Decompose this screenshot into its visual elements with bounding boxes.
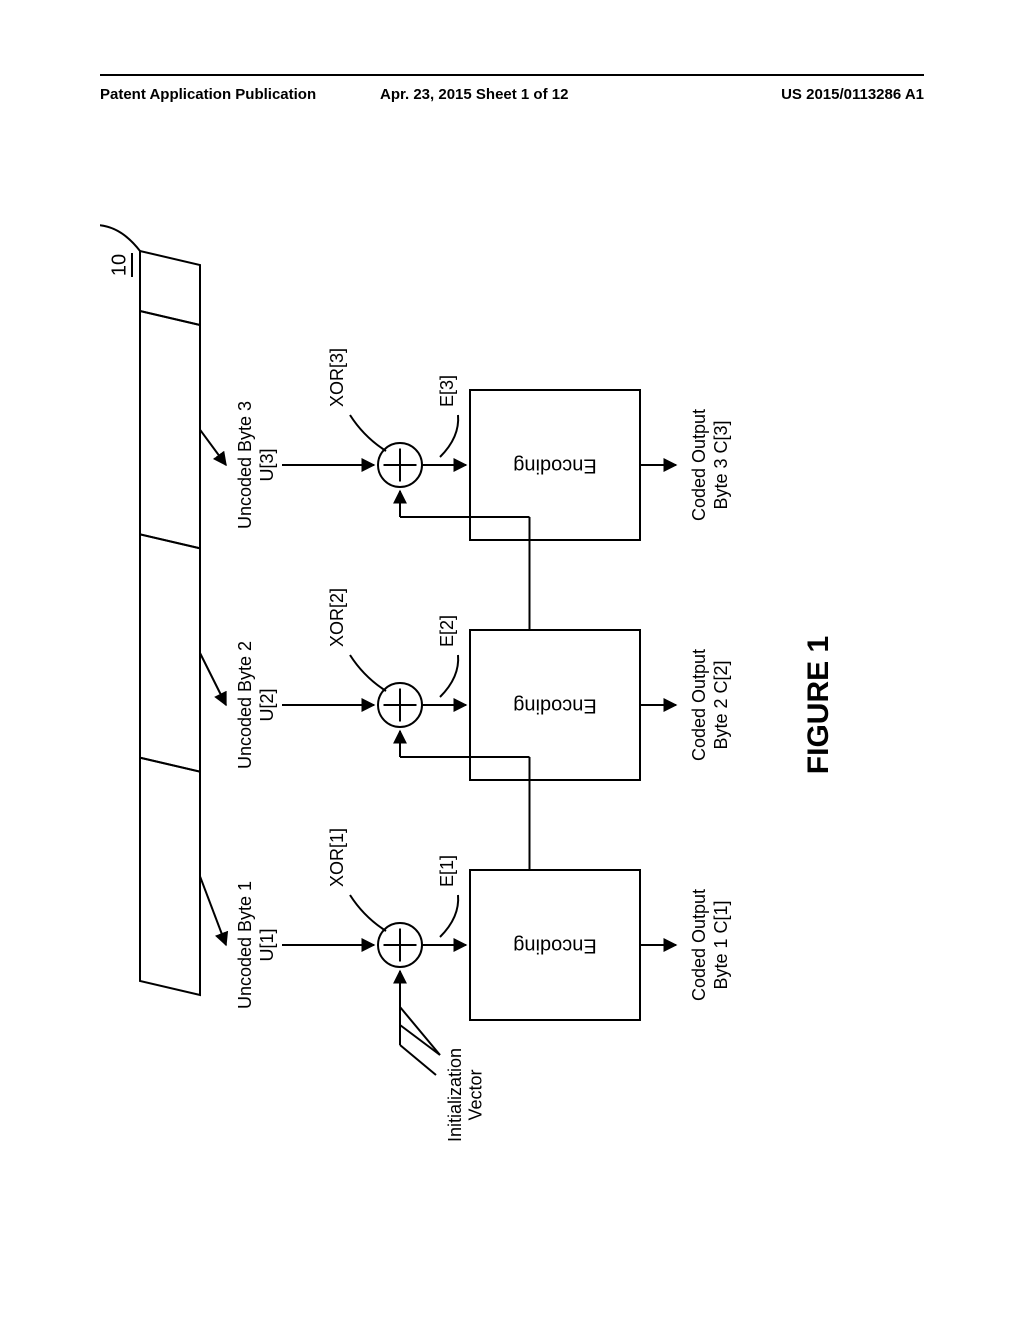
svg-text:Byte 2 C[2]: Byte 2 C[2]	[711, 660, 731, 749]
svg-text:U[1]: U[1]	[257, 928, 277, 961]
svg-text:U[2]: U[2]	[257, 688, 277, 721]
svg-text:Coded Output: Coded Output	[689, 409, 709, 521]
header-rule	[100, 74, 924, 76]
svg-text:Uncoded Byte 1: Uncoded Byte 1	[235, 881, 255, 1009]
svg-text:XOR[1]: XOR[1]	[327, 828, 347, 887]
svg-text:InitializationVector: InitializationVector	[445, 1048, 486, 1142]
svg-text:Byte 1 C[1]: Byte 1 C[1]	[711, 900, 731, 989]
svg-text:Encoding: Encoding	[513, 695, 596, 717]
svg-text:E[1]: E[1]	[437, 855, 457, 887]
svg-text:XOR[3]: XOR[3]	[327, 348, 347, 407]
svg-text:Uncoded Byte 3: Uncoded Byte 3	[235, 401, 255, 529]
svg-text:Uncoded Byte 2: Uncoded Byte 2	[235, 641, 255, 769]
svg-text:Coded Output: Coded Output	[689, 649, 709, 761]
header-middle: Apr. 23, 2015 Sheet 1 of 12	[380, 86, 568, 103]
header-right: US 2015/0113286 A1	[781, 86, 924, 103]
svg-text:Byte 3 C[3]: Byte 3 C[3]	[711, 420, 731, 509]
svg-text:U[3]: U[3]	[257, 448, 277, 481]
svg-text:FIGURE 1: FIGURE 1	[802, 636, 835, 774]
svg-text:Encoding: Encoding	[513, 935, 596, 957]
header-left: Patent Application Publication	[100, 86, 316, 103]
svg-text:E[3]: E[3]	[437, 375, 457, 407]
svg-text:Coded Output: Coded Output	[689, 889, 709, 1001]
svg-text:Encoding: Encoding	[513, 455, 596, 477]
svg-text:XOR[2]: XOR[2]	[327, 588, 347, 647]
figure-1-diagram: 1210Uncoded Byte 1U[1]XOR[1]E[1]Encoding…	[100, 205, 860, 1205]
svg-text:10: 10	[108, 254, 130, 276]
svg-text:E[2]: E[2]	[437, 615, 457, 647]
